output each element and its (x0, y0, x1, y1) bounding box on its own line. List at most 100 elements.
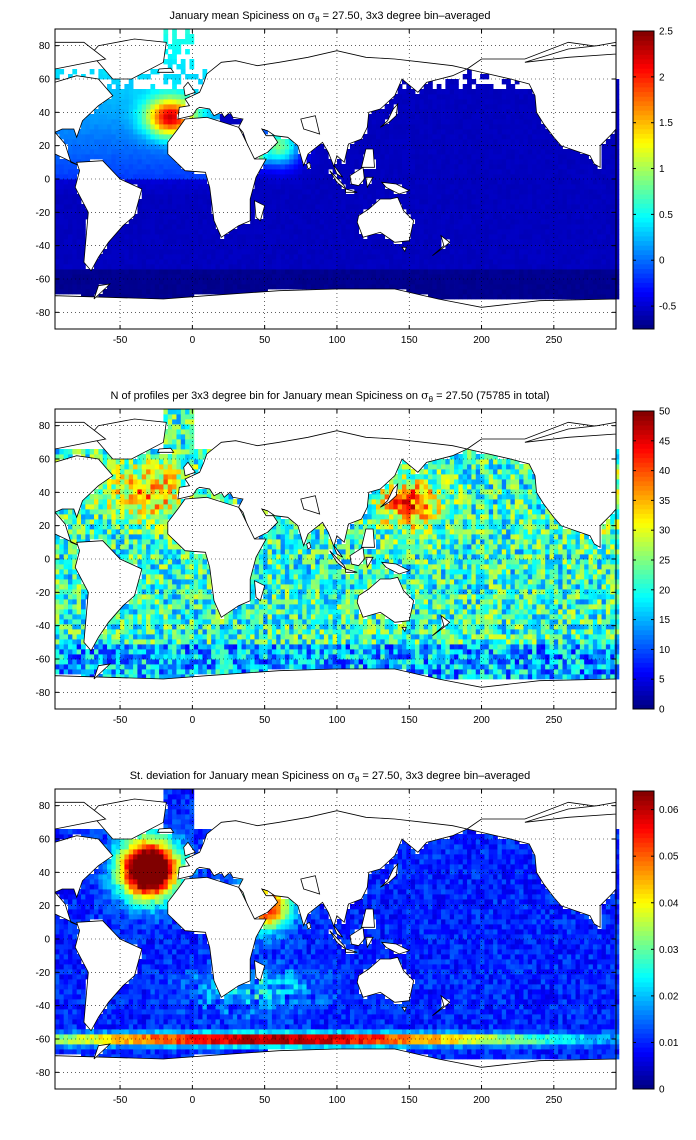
heatmap-cell (493, 214, 498, 220)
heatmap-cell (601, 169, 607, 175)
heatmap-cell (72, 189, 78, 195)
heatmap-cell (63, 659, 69, 665)
heatmap-cell (519, 104, 524, 110)
heatmap-cell (141, 224, 147, 230)
heatmap-cell (575, 224, 581, 230)
heatmap-cell (228, 234, 234, 240)
heatmap-cell (588, 254, 594, 260)
heatmap-cell (614, 199, 620, 205)
heatmap-cell (558, 199, 563, 205)
heatmap-cell (566, 274, 572, 280)
heatmap-cell (172, 654, 177, 660)
heatmap-cell (467, 204, 472, 210)
heatmap-cell (202, 194, 208, 200)
heatmap-cell (553, 264, 559, 270)
colorbar-segment (633, 82, 654, 88)
heatmap-cell (228, 254, 234, 260)
heatmap-cell (141, 229, 147, 235)
heatmap-cell (133, 174, 138, 180)
heatmap-cell (302, 264, 307, 270)
heatmap-cell (549, 154, 555, 160)
heatmap-cell (198, 279, 203, 285)
heatmap-cell (493, 269, 498, 275)
heatmap-cell (454, 89, 459, 95)
heatmap-cell (89, 69, 95, 75)
heatmap-cell (72, 649, 78, 655)
heatmap-cell (89, 139, 95, 145)
colorbar-tick-label: 0 (659, 256, 665, 267)
heatmap-cell (180, 99, 186, 105)
heatmap-cell (566, 674, 572, 680)
heatmap-cell (167, 159, 173, 165)
heatmap-cell (167, 294, 173, 300)
heatmap-cell (59, 159, 65, 165)
heatmap-cell (81, 269, 86, 275)
heatmap-cell (328, 159, 334, 165)
heatmap-cell (501, 119, 507, 125)
heatmap-cell (384, 259, 390, 265)
heatmap-cell (514, 269, 520, 275)
colorbar-segment (633, 301, 654, 307)
heatmap-cell (436, 259, 442, 265)
heatmap-cell (193, 239, 199, 245)
heatmap-cell (566, 289, 572, 295)
heatmap-cell (332, 649, 338, 655)
heatmap-cell (150, 149, 156, 155)
heatmap-cell (241, 259, 247, 265)
heatmap-cell (310, 239, 316, 245)
heatmap-cell (532, 99, 537, 105)
heatmap-cell (115, 109, 121, 115)
heatmap-cell (423, 244, 429, 250)
heatmap-cell (146, 219, 151, 225)
heatmap-cell (185, 219, 190, 225)
heatmap-cell (458, 149, 464, 155)
heatmap-cell (441, 169, 446, 175)
heatmap-cell (484, 169, 490, 175)
heatmap-cell (458, 204, 464, 210)
heatmap-cell (271, 269, 277, 275)
heatmap-cell (436, 209, 442, 215)
heatmap-cell (189, 659, 195, 665)
heatmap-cell (588, 264, 594, 270)
heatmap-cell (579, 659, 585, 665)
heatmap-cell (406, 239, 412, 245)
heatmap-cell (380, 264, 386, 270)
heatmap-cell (345, 239, 351, 245)
heatmap-cell (571, 274, 576, 280)
heatmap-cell (72, 659, 78, 665)
heatmap-cell (436, 289, 442, 295)
heatmap-cell (423, 179, 429, 185)
heatmap-cell (410, 234, 416, 240)
heatmap-cell (397, 274, 403, 280)
heatmap-cell (441, 264, 446, 270)
heatmap-cell (133, 89, 138, 95)
heatmap-cell (605, 179, 611, 185)
heatmap-cell (154, 119, 160, 125)
heatmap-cell (519, 139, 524, 145)
heatmap-cell (306, 229, 312, 235)
heatmap-cell (111, 659, 117, 665)
heatmap-cell (445, 164, 451, 170)
heatmap-cell (532, 254, 537, 260)
heatmap-cell (263, 159, 268, 165)
heatmap-cell (128, 264, 134, 270)
heatmap-cell (159, 134, 164, 140)
heatmap-cell (124, 659, 130, 665)
heatmap-cell (206, 194, 212, 200)
heatmap-cell (128, 134, 134, 140)
heatmap-cell (354, 249, 360, 255)
heatmap-cell (410, 239, 416, 245)
heatmap-cell (284, 199, 290, 205)
heatmap-cell (85, 114, 91, 120)
heatmap-cell (224, 239, 229, 245)
heatmap-cell (107, 159, 112, 165)
heatmap-cell (445, 129, 451, 135)
heatmap-cell (506, 654, 511, 660)
heatmap-cell (94, 124, 99, 130)
heatmap-cell (271, 284, 277, 290)
heatmap-cell (198, 114, 203, 120)
heatmap-cell (454, 119, 459, 125)
heatmap-cell (146, 664, 151, 670)
heatmap-cell (94, 129, 99, 135)
heatmap-cell (402, 79, 407, 85)
